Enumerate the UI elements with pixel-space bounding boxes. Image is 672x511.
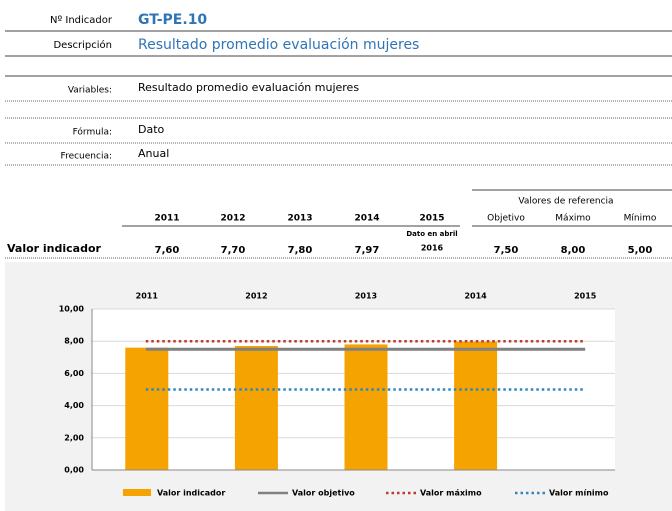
legend-swatch: [123, 489, 151, 496]
description: Resultado promedio evaluación mujeres: [138, 37, 419, 53]
variables: Resultado promedio evaluación mujeres: [138, 81, 359, 94]
column-header: 2012: [220, 214, 245, 224]
bar: [344, 344, 388, 470]
column-header: Máximo: [555, 214, 591, 224]
column-header: Mínimo: [624, 214, 657, 224]
y-tick-label: 8,00: [64, 337, 84, 346]
cell: 5,00: [628, 245, 653, 256]
formula: Dato: [138, 123, 165, 136]
bar: [234, 346, 278, 470]
cell: 7,70: [221, 245, 246, 256]
y-tick-label: 4,00: [64, 401, 84, 410]
frequency-label: Frecuencia:: [61, 152, 112, 162]
cell: 8,00: [561, 245, 586, 256]
legend-label: Valor máximo: [420, 489, 482, 498]
frequency: Anual: [138, 147, 169, 160]
row-label: Valor indicador: [7, 242, 102, 255]
note: Dato en abril: [406, 230, 457, 238]
legend-label: Valor indicador: [157, 489, 225, 498]
cell: 7,50: [494, 245, 519, 256]
column-header: 2014: [354, 214, 379, 224]
x-tick-label: 2012: [245, 292, 267, 301]
formula-label: Fórmula:: [73, 127, 112, 138]
x-tick-label: 2013: [355, 292, 377, 301]
cell: 7,80: [288, 245, 313, 256]
reference-header: Valores de referencia: [518, 197, 613, 207]
column-header: 2013: [287, 214, 312, 224]
variables-label: Variables:: [68, 86, 112, 96]
indicator-label: Nº Indicador: [50, 15, 113, 26]
cell: 7,60: [155, 245, 180, 256]
indicator: GT-PE.10: [138, 12, 207, 28]
y-tick-label: 6,00: [64, 369, 84, 378]
y-tick-label: 10,00: [59, 305, 85, 314]
description-label: Descripción: [53, 39, 112, 51]
y-tick-label: 2,00: [64, 433, 84, 442]
column-header: 2011: [154, 214, 179, 224]
column-header: 2015: [419, 214, 444, 224]
y-tick-label: 0,00: [64, 466, 84, 475]
x-tick-label: 2015: [574, 292, 597, 301]
x-tick-label: 2011: [136, 292, 159, 301]
column-header: Objetivo: [487, 214, 525, 224]
note: 2016: [421, 244, 444, 253]
x-tick-label: 2014: [464, 292, 487, 301]
cell: 7,97: [355, 245, 380, 256]
bar: [454, 341, 498, 470]
bar: [125, 347, 169, 470]
legend-label: Valor objetivo: [292, 489, 355, 498]
legend-label: Valor mínimo: [549, 489, 609, 498]
